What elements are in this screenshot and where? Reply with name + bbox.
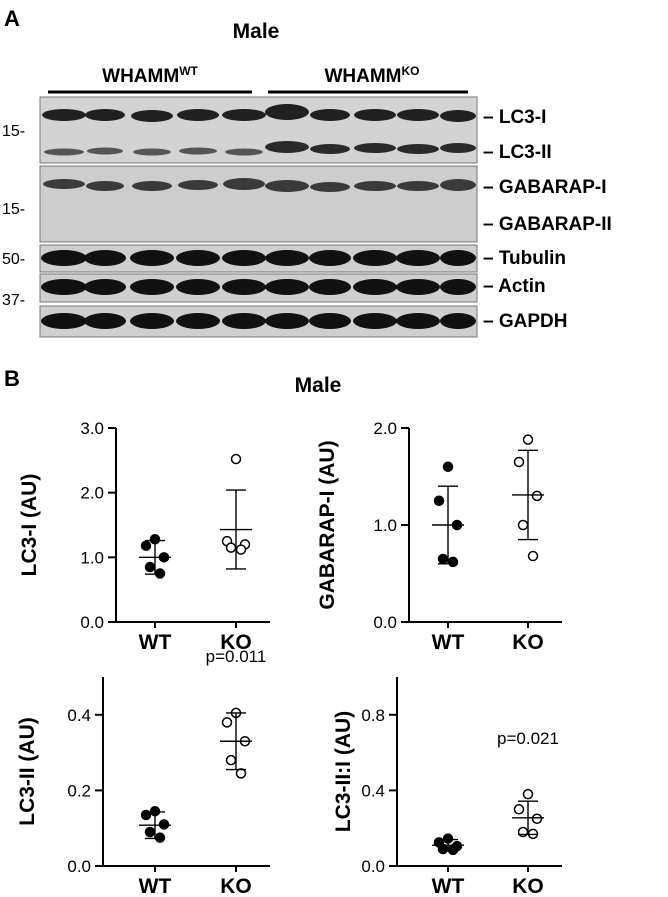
data-point: [531, 813, 543, 824]
data-point: [140, 809, 152, 821]
panel-b-title: Male: [295, 374, 342, 397]
band-label-tubulin: – Tubulin: [483, 248, 566, 269]
data-point: [140, 540, 152, 551]
band-label-gabarap-i: – GABARAP-I: [483, 177, 607, 198]
data-point: [154, 832, 166, 843]
x-tick-label: KO: [512, 875, 544, 897]
data-point: [513, 456, 525, 468]
blot-actin: [39, 273, 478, 303]
y-tick-label: 2.0: [80, 484, 104, 503]
x-tick-label: KO: [220, 875, 252, 897]
y-tick-label: 0.0: [67, 857, 91, 876]
y-tick-label: 0.8: [361, 706, 385, 725]
data-point: [158, 819, 170, 830]
charts: 0.0 1.0 2.0 3.0 WT KO LC3-I (AU) 0.0 1.0 2.0 WT KO G…: [16, 419, 562, 897]
mw-marker-tubulin: 50-: [2, 251, 25, 268]
y-tick-label: 0.4: [67, 706, 91, 725]
group-label-wt: WHAMMWT: [102, 64, 198, 87]
band-label-gapdh: – GAPDH: [483, 311, 567, 332]
x-tick-label: KO: [512, 631, 544, 654]
band-label-lc3-ii: – LC3-II: [483, 142, 552, 163]
data-point: [225, 542, 237, 553]
dot-plot-1: 0.0 1.0 2.0 3.0 WT KO LC3-I (AU): [18, 419, 270, 654]
y-tick-label: 3.0: [80, 419, 104, 438]
data-point: [522, 434, 534, 445]
y-tick-label: 0.0: [373, 613, 397, 632]
data-point: [527, 550, 539, 562]
x-tick-label: KO: [220, 631, 252, 654]
y-tick-label: 0.0: [80, 613, 104, 632]
data-point: [230, 453, 242, 465]
blot-tubulin: [39, 244, 478, 273]
mw-marker-gabarap: 15-: [2, 201, 25, 218]
panel-a-letter: A: [4, 6, 20, 31]
y-tick-label: 1.0: [373, 516, 397, 535]
data-point: [221, 717, 233, 728]
dot-plot-4: 0.0 0.4 0.8 WT KO LC3-II:I (AU) p=0.021: [332, 677, 562, 897]
p-value-annotation: p=0.011: [206, 647, 267, 666]
data-point: [447, 844, 459, 856]
dot-plot-3: 0.0 0.2 0.4 WT KO LC3-II (AU) p=0.011: [16, 647, 270, 897]
y-tick-label: 0.2: [67, 781, 91, 800]
y-tick-label: 0.4: [361, 781, 385, 800]
data-point: [447, 556, 459, 568]
x-tick-label: WT: [139, 631, 172, 654]
y-tick-label: 2.0: [373, 419, 397, 438]
y-tick-label: 1.0: [80, 548, 104, 567]
p-value-annotation: p=0.021: [497, 729, 559, 748]
data-point: [522, 788, 534, 800]
blot-lc3: [39, 96, 478, 164]
data-point: [513, 804, 525, 815]
data-point: [433, 495, 445, 506]
y-axis-label: GABARAP-I (AU): [316, 440, 339, 609]
data-point: [235, 768, 247, 779]
band-label-lc3-i: – LC3-I: [483, 107, 546, 128]
blot-gapdh: [39, 305, 478, 338]
x-tick-label: WT: [139, 875, 172, 897]
data-point: [442, 461, 454, 473]
mw-marker-lc3: 15-: [2, 123, 25, 140]
band-label-gabarap-ii: – GABARAP-II: [483, 214, 612, 235]
blot-gabarap: [39, 165, 478, 243]
y-axis-label: LC3-II:I (AU): [332, 711, 355, 832]
data-point: [144, 826, 156, 838]
data-point: [531, 490, 543, 502]
y-tick-label: 0.0: [361, 857, 385, 876]
dot-plot-2: 0.0 1.0 2.0 WT KO GABARAP-I (AU): [316, 419, 562, 654]
panel-b-letter: B: [4, 366, 20, 391]
group-label-ko: WHAMMKO: [324, 64, 419, 87]
x-tick-label: WT: [432, 875, 465, 897]
y-axis-label: LC3-I (AU): [18, 474, 41, 577]
y-axis-label: LC3-II (AU): [16, 717, 39, 826]
data-point: [225, 754, 237, 766]
data-point: [517, 519, 529, 531]
data-point: [235, 544, 247, 555]
data-point: [437, 553, 449, 565]
band-label-actin: – Actin: [483, 276, 546, 297]
mw-marker-actin: 37-: [2, 292, 25, 309]
data-point: [144, 561, 156, 573]
panel-a-title: Male: [233, 20, 280, 43]
x-tick-label: WT: [432, 631, 465, 654]
